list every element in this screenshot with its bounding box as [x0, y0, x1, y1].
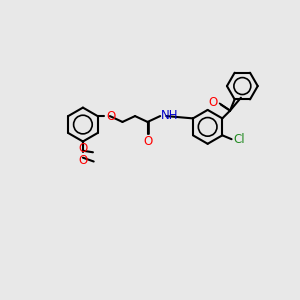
Text: NH: NH — [161, 109, 178, 122]
Text: O: O — [78, 154, 88, 167]
Text: O: O — [106, 110, 115, 123]
Text: Cl: Cl — [233, 134, 245, 146]
Text: O: O — [208, 97, 218, 110]
Text: O: O — [143, 135, 152, 148]
Text: O: O — [78, 142, 88, 155]
